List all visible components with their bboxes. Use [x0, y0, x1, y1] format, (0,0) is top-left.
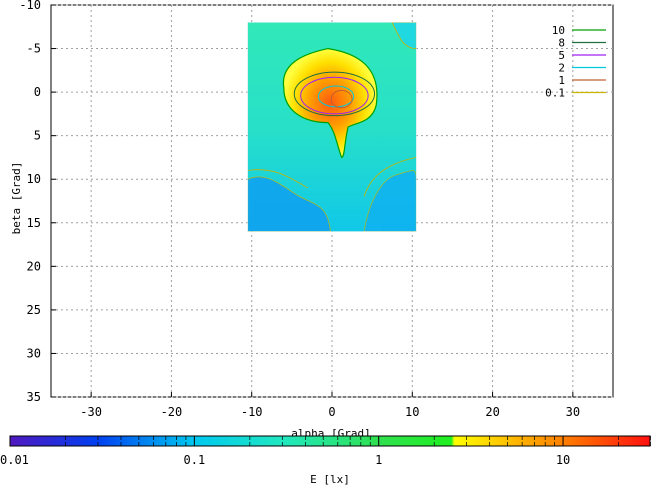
- heatmap-border: [247, 22, 417, 232]
- x-tick-label: 10: [405, 405, 419, 419]
- x-tick-label: -30: [80, 405, 102, 419]
- colorbar-tick-label: 1: [375, 453, 382, 467]
- colorbar-label: E [lx]: [310, 473, 350, 486]
- contour-8: [293, 71, 376, 117]
- colorbar-gradient: [9, 435, 651, 447]
- y-tick-label: 35: [27, 390, 41, 404]
- colorbar: 0.01 0.1 1 10: [0, 435, 651, 467]
- colorbar-tick-label: 0.1: [184, 453, 206, 467]
- x-tick-labels: -30 -20 -10 0 10 20 30: [80, 392, 580, 419]
- x-tick-label: -10: [241, 405, 263, 419]
- colorbar-tick-label: 10: [556, 453, 570, 467]
- low-value-region-left: [247, 176, 331, 232]
- y-tick-label: 25: [27, 303, 41, 317]
- heatmap-area: [247, 22, 417, 232]
- y-tick-label: 30: [27, 346, 41, 360]
- y-tick-label: 5: [34, 129, 41, 143]
- y-tick-label: 0: [34, 85, 41, 99]
- y-tick-label: 10: [27, 172, 41, 186]
- x-tick-label: 30: [566, 405, 580, 419]
- y-tick-labels: -10 -5 0 5 10 15 20 25 30 35: [19, 0, 56, 404]
- y-axis-label: beta [Grad]: [10, 162, 23, 235]
- legend-label: 8: [558, 37, 565, 50]
- legend-label: 1: [558, 74, 565, 87]
- x-tick-label: 0: [328, 405, 335, 419]
- y-tick-label: 15: [27, 216, 41, 230]
- contour-0-1: [247, 157, 417, 197]
- x-tick-label: -20: [161, 405, 183, 419]
- contour-5: [300, 76, 369, 115]
- legend-label: 2: [558, 62, 565, 75]
- colorbar-tick-label: 0.01: [0, 453, 29, 467]
- contour-1: [330, 89, 353, 109]
- y-tick-label: 20: [27, 259, 41, 273]
- x-tick-label: 20: [485, 405, 499, 419]
- y-tick-label: -5: [27, 42, 41, 56]
- high-value-blob: [283, 47, 378, 159]
- heatmap-content: [247, 22, 417, 232]
- legend-label: 5: [558, 49, 565, 62]
- y-tick-label: -10: [19, 0, 41, 12]
- legend-label: 0.1: [545, 87, 565, 100]
- legend-label: 10: [552, 24, 565, 37]
